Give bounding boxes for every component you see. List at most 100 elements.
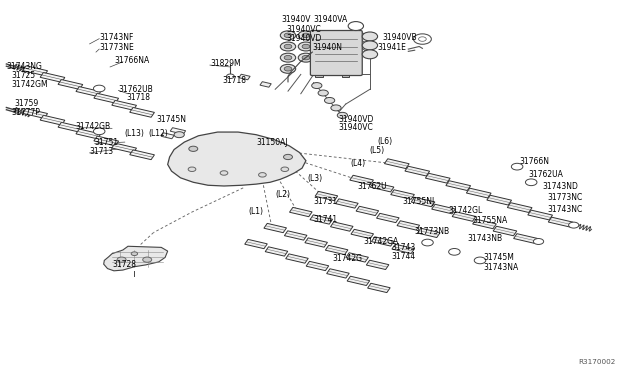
Circle shape bbox=[93, 85, 105, 92]
Text: 31743: 31743 bbox=[392, 243, 416, 252]
Circle shape bbox=[259, 173, 266, 177]
Polygon shape bbox=[315, 191, 338, 201]
Text: 31150AJ: 31150AJ bbox=[256, 138, 287, 147]
Text: 31773NC: 31773NC bbox=[547, 193, 582, 202]
Polygon shape bbox=[305, 238, 328, 247]
Polygon shape bbox=[412, 197, 435, 207]
Polygon shape bbox=[306, 261, 329, 271]
Text: 31731: 31731 bbox=[314, 198, 338, 206]
Text: 31773NE: 31773NE bbox=[99, 43, 134, 52]
FancyBboxPatch shape bbox=[310, 31, 362, 76]
Text: 31725: 31725 bbox=[12, 71, 36, 80]
Polygon shape bbox=[76, 129, 100, 139]
Text: (L12): (L12) bbox=[148, 129, 168, 138]
Circle shape bbox=[227, 74, 234, 78]
Text: 31742G: 31742G bbox=[333, 254, 363, 263]
Circle shape bbox=[337, 112, 348, 118]
Circle shape bbox=[280, 64, 296, 73]
Circle shape bbox=[312, 83, 322, 89]
Text: 31718: 31718 bbox=[223, 76, 246, 85]
Polygon shape bbox=[548, 217, 573, 227]
Text: 31759: 31759 bbox=[15, 99, 39, 108]
Polygon shape bbox=[397, 221, 420, 230]
Circle shape bbox=[284, 33, 292, 38]
Polygon shape bbox=[351, 229, 374, 239]
Text: 31941E: 31941E bbox=[378, 43, 406, 52]
Circle shape bbox=[449, 248, 460, 255]
Circle shape bbox=[284, 67, 292, 71]
Circle shape bbox=[533, 238, 543, 244]
Circle shape bbox=[331, 105, 341, 111]
Text: 31777P: 31777P bbox=[12, 108, 40, 117]
Polygon shape bbox=[376, 213, 399, 223]
Circle shape bbox=[284, 55, 292, 60]
Text: (L5): (L5) bbox=[369, 146, 385, 155]
Polygon shape bbox=[342, 71, 349, 77]
Polygon shape bbox=[508, 203, 532, 212]
Text: (L13): (L13) bbox=[125, 129, 145, 138]
Text: 31762U: 31762U bbox=[357, 182, 387, 191]
Text: 31766NA: 31766NA bbox=[114, 56, 149, 65]
Polygon shape bbox=[23, 66, 47, 76]
Polygon shape bbox=[40, 115, 65, 125]
Text: 31744: 31744 bbox=[392, 252, 416, 261]
Polygon shape bbox=[94, 136, 118, 146]
Text: 31742GL: 31742GL bbox=[448, 206, 483, 215]
Text: 31940VA: 31940VA bbox=[314, 15, 348, 24]
Text: 31742GB: 31742GB bbox=[76, 122, 111, 131]
Circle shape bbox=[298, 31, 314, 40]
Circle shape bbox=[284, 44, 292, 49]
Text: 31940VB: 31940VB bbox=[383, 33, 417, 42]
Polygon shape bbox=[356, 206, 379, 216]
Circle shape bbox=[143, 257, 152, 262]
Polygon shape bbox=[130, 150, 154, 160]
Polygon shape bbox=[350, 175, 373, 185]
Circle shape bbox=[511, 163, 523, 170]
Polygon shape bbox=[367, 283, 390, 293]
Polygon shape bbox=[40, 73, 65, 82]
Polygon shape bbox=[168, 132, 306, 186]
Polygon shape bbox=[487, 195, 511, 205]
Polygon shape bbox=[405, 166, 429, 176]
Circle shape bbox=[362, 32, 378, 41]
Text: 31755NJ: 31755NJ bbox=[402, 197, 434, 206]
Text: 31743ND: 31743ND bbox=[543, 182, 579, 191]
Text: 31755NA: 31755NA bbox=[472, 216, 508, 225]
Text: 31743NF: 31743NF bbox=[99, 33, 134, 42]
Text: (L4): (L4) bbox=[351, 159, 366, 168]
Polygon shape bbox=[112, 100, 136, 110]
Circle shape bbox=[474, 257, 486, 264]
Polygon shape bbox=[112, 143, 136, 153]
Text: 31728: 31728 bbox=[113, 260, 137, 269]
Polygon shape bbox=[170, 128, 186, 134]
Circle shape bbox=[117, 257, 126, 262]
Circle shape bbox=[284, 154, 292, 160]
Polygon shape bbox=[392, 244, 415, 254]
Text: 31940N: 31940N bbox=[312, 43, 342, 52]
Text: 31741: 31741 bbox=[314, 215, 338, 224]
Polygon shape bbox=[315, 71, 323, 77]
Circle shape bbox=[413, 34, 431, 44]
Text: 31940VD: 31940VD bbox=[338, 115, 373, 124]
Text: 31745M: 31745M bbox=[483, 253, 514, 262]
Text: 31829M: 31829M bbox=[210, 60, 241, 68]
Polygon shape bbox=[326, 269, 349, 278]
Polygon shape bbox=[244, 239, 268, 249]
Polygon shape bbox=[161, 133, 174, 139]
Circle shape bbox=[174, 132, 184, 138]
Polygon shape bbox=[432, 204, 455, 214]
Circle shape bbox=[280, 42, 296, 51]
Text: 31743NG: 31743NG bbox=[6, 62, 42, 71]
Circle shape bbox=[131, 252, 138, 256]
Circle shape bbox=[422, 239, 433, 246]
Text: (L3): (L3) bbox=[307, 174, 323, 183]
Circle shape bbox=[220, 171, 228, 175]
Circle shape bbox=[302, 33, 310, 38]
Polygon shape bbox=[528, 210, 552, 220]
Polygon shape bbox=[366, 260, 389, 270]
Polygon shape bbox=[452, 212, 476, 221]
Polygon shape bbox=[473, 219, 496, 229]
Polygon shape bbox=[239, 74, 250, 80]
Text: 31743NA: 31743NA bbox=[483, 263, 518, 272]
Text: 31940VC: 31940VC bbox=[338, 123, 372, 132]
